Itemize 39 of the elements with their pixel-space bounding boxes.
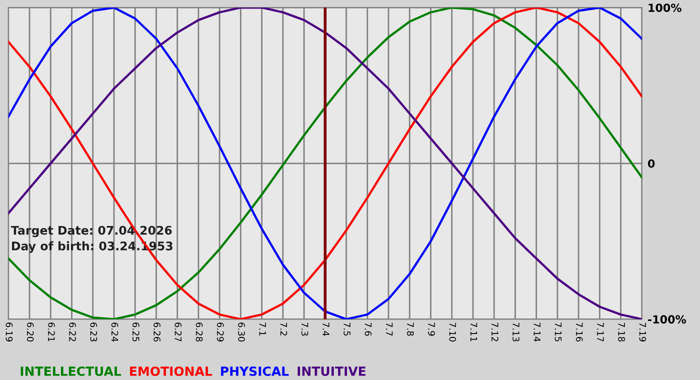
x-tick-label: 7.19 (639, 322, 646, 342)
x-tick-label: 6.23 (90, 322, 98, 342)
x-tick-label: 7.2 (280, 322, 288, 336)
x-tick-label: 7.17 (597, 322, 604, 342)
x-tick-label: 6.26 (154, 322, 160, 342)
x-tick-label: 6.27 (174, 322, 182, 342)
x-tick-label: 6.22 (69, 322, 76, 342)
x-tick-label: 7.13 (512, 322, 520, 342)
x-tick-label: 6.20 (26, 322, 34, 342)
x-tick-label: 7.1 (259, 322, 266, 336)
y-tick-label: 0 (648, 159, 655, 168)
x-tick-label: 7.10 (449, 322, 456, 342)
x-tick-label: 7.14 (534, 322, 540, 342)
x-tick-label: 7.7 (386, 322, 393, 336)
x-tick-label: 7.5 (344, 322, 350, 336)
line-series (8, 8, 642, 320)
x-tick-label: 7.6 (364, 322, 372, 336)
y-tick-label: -100% (648, 315, 686, 324)
x-tick-label: 7.9 (428, 322, 435, 336)
x-tick-label: 7.4 (322, 322, 330, 336)
x-tick-label: 6.25 (132, 322, 140, 342)
x-tick-label: 6.30 (238, 322, 245, 342)
x-tick-label: 6.28 (196, 322, 203, 342)
text: INTUITIVE (298, 366, 366, 376)
x-tick-label: 7.11 (470, 322, 478, 342)
x-tick-label: 6.19 (6, 322, 13, 342)
x-tick-label: 7.12 (492, 322, 498, 342)
x-tick-label: 6.21 (48, 322, 55, 342)
x-tick-label: 6.24 (111, 322, 118, 342)
y-tick-label: 100% (648, 4, 682, 12)
text: PHYSICAL (221, 366, 289, 376)
x-tick-label: 7.16 (576, 322, 583, 342)
x-tick-label: 7.18 (618, 322, 625, 342)
x-tick-label: 7.15 (554, 322, 562, 342)
text: INTELLECTUAL (20, 366, 122, 376)
x-tick-label: 6.29 (216, 322, 224, 342)
x-tick-label: 7.3 (301, 322, 308, 336)
text: EMOTIONAL (130, 366, 212, 376)
x-tick-label: 7.8 (406, 322, 414, 336)
